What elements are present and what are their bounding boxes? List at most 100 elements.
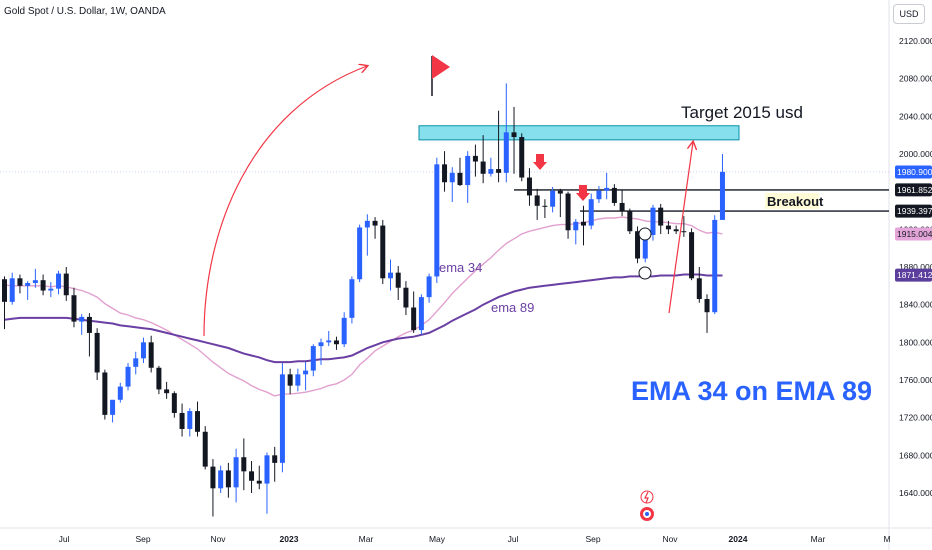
candle bbox=[581, 205, 586, 246]
candle bbox=[573, 218, 579, 245]
candle bbox=[588, 193, 594, 230]
candle bbox=[202, 426, 208, 470]
candle-body bbox=[303, 370, 309, 375]
candle-body bbox=[171, 393, 177, 413]
candle bbox=[341, 312, 347, 348]
x-tick-label: M bbox=[883, 534, 890, 544]
candle bbox=[225, 462, 231, 498]
candle bbox=[40, 274, 46, 296]
candle bbox=[233, 448, 239, 503]
candle bbox=[665, 220, 671, 235]
us-flag-center-icon bbox=[645, 512, 649, 516]
currency-selector[interactable]: USD bbox=[893, 4, 925, 24]
candle-body bbox=[357, 227, 363, 280]
candle-body bbox=[581, 221, 586, 226]
candle-body bbox=[673, 229, 679, 232]
candle-body bbox=[627, 211, 633, 232]
candle-body bbox=[264, 455, 270, 484]
price-label-bg bbox=[895, 204, 932, 218]
candle-body bbox=[550, 190, 556, 207]
candle-body bbox=[426, 276, 432, 298]
y-tick-label: 1640.000 bbox=[899, 488, 932, 498]
candle-body bbox=[372, 220, 378, 226]
candle bbox=[604, 172, 610, 200]
price-label: 1980.900 bbox=[897, 167, 932, 177]
x-tick-label: Sep bbox=[585, 534, 600, 544]
candle-body bbox=[658, 207, 664, 226]
candle-body bbox=[619, 202, 625, 212]
flag-icon bbox=[432, 55, 450, 79]
candle-body bbox=[102, 372, 108, 415]
candle bbox=[264, 452, 270, 514]
candle bbox=[25, 281, 31, 300]
x-tick-label: 2023 bbox=[280, 534, 299, 544]
candle bbox=[550, 186, 556, 213]
candle bbox=[472, 144, 478, 177]
candle bbox=[557, 188, 563, 218]
candle-body bbox=[689, 232, 695, 279]
candle bbox=[187, 408, 193, 437]
candle-body bbox=[63, 273, 69, 296]
candle-body bbox=[488, 169, 494, 174]
candle bbox=[712, 215, 718, 315]
candle bbox=[418, 294, 424, 335]
target-annotation: Target 2015 usd bbox=[681, 103, 803, 122]
lightning-event-icon[interactable] bbox=[640, 490, 654, 504]
candle-body bbox=[403, 287, 409, 308]
candle-body bbox=[71, 295, 77, 322]
candle-body bbox=[395, 272, 401, 288]
price-label-bg bbox=[895, 183, 932, 197]
candle bbox=[411, 291, 417, 333]
y-tick-label: 2040.000 bbox=[899, 111, 932, 121]
candle bbox=[719, 154, 725, 220]
candle bbox=[148, 335, 154, 373]
candle bbox=[534, 188, 540, 220]
candle-body bbox=[604, 187, 610, 191]
y-tick-label: 1760.000 bbox=[899, 375, 932, 385]
candle-body bbox=[310, 346, 316, 371]
candle-body bbox=[388, 272, 393, 279]
candle-body bbox=[133, 358, 139, 367]
candle bbox=[673, 225, 679, 235]
candle bbox=[333, 336, 339, 350]
candle-body bbox=[279, 374, 285, 463]
candle bbox=[449, 167, 455, 203]
candle-body bbox=[179, 412, 185, 429]
x-tick-label: Nov bbox=[662, 534, 678, 544]
candle-body bbox=[719, 171, 725, 220]
candle-body bbox=[40, 280, 46, 291]
candle-body bbox=[565, 193, 571, 231]
candle bbox=[696, 267, 702, 303]
candle-body bbox=[249, 471, 255, 481]
candle bbox=[326, 331, 332, 347]
candle-body bbox=[480, 161, 486, 174]
candle bbox=[256, 465, 262, 490]
candle-body bbox=[326, 340, 332, 343]
candle-body bbox=[140, 342, 146, 359]
candle bbox=[689, 228, 695, 281]
ema89-annotation: ema 89 bbox=[491, 300, 534, 315]
chart-title: Gold Spot / U.S. Dollar, 1W, OANDA bbox=[4, 6, 166, 17]
y-tick-label: 1680.000 bbox=[899, 450, 932, 460]
candle bbox=[403, 281, 409, 316]
candle-body bbox=[665, 225, 671, 230]
candle bbox=[94, 328, 100, 380]
candle bbox=[249, 460, 255, 493]
candle-body bbox=[164, 389, 170, 394]
candle bbox=[465, 151, 471, 203]
candle-body bbox=[218, 470, 224, 489]
candle bbox=[125, 363, 131, 391]
candle bbox=[287, 368, 293, 395]
candle-body bbox=[542, 205, 548, 207]
candle-body bbox=[202, 431, 208, 467]
candle bbox=[210, 459, 216, 517]
candle-body bbox=[117, 386, 123, 400]
y-tick-label: 2080.000 bbox=[899, 74, 932, 84]
curved-up-arrow bbox=[203, 66, 367, 337]
price-label-bg bbox=[895, 268, 932, 282]
target-arrow bbox=[668, 142, 693, 314]
candle bbox=[357, 224, 363, 283]
ema34-touch-circle bbox=[638, 227, 652, 241]
candle-body bbox=[635, 231, 641, 259]
